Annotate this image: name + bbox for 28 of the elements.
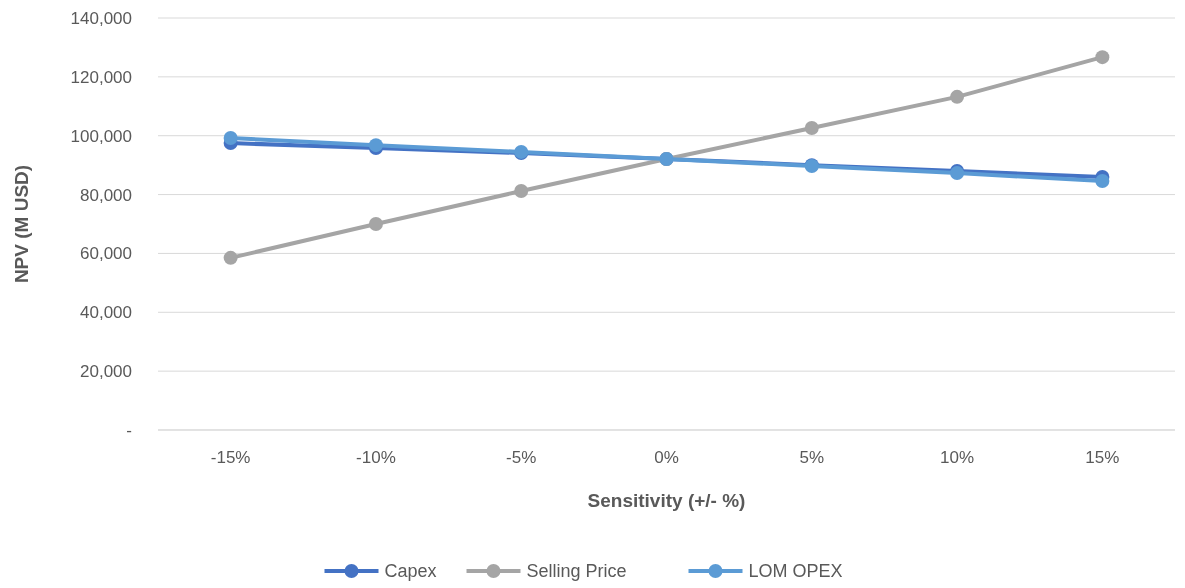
x-tick-label: -5%	[506, 448, 537, 467]
y-tick-label: 40,000	[80, 303, 132, 323]
y-tick-label: 140,000	[70, 8, 132, 28]
x-tick-label: -15%	[210, 448, 251, 467]
y-tick-label: 60,000	[80, 244, 132, 264]
y-tick-label: 20,000	[80, 362, 132, 382]
point	[223, 131, 238, 146]
x-tick-label: 0%	[654, 448, 679, 467]
legend-label: LOM OPEX	[748, 561, 843, 582]
x-tick-label: 10%	[940, 448, 975, 467]
point	[514, 184, 529, 199]
legend-label: Capex	[384, 561, 437, 582]
x-tick-label: -10%	[356, 448, 396, 467]
point	[1095, 174, 1110, 189]
x-tick-label: 15%	[1085, 448, 1120, 467]
y-tick-label: 100,000	[70, 126, 132, 146]
x-tick-label: 5%	[799, 448, 825, 467]
y-tick-label: 80,000	[80, 185, 132, 205]
point	[368, 217, 383, 231]
point	[950, 89, 965, 104]
y-axis-title: NPV (M USD)	[11, 164, 32, 284]
point	[804, 121, 819, 136]
y-tick-label: -	[126, 420, 132, 440]
legend-label: Selling Price	[526, 561, 627, 582]
y-tick-label: 120,000	[70, 67, 132, 87]
point	[1095, 50, 1110, 65]
point	[223, 250, 238, 265]
x-axis-title: Sensitivity (+/- %)	[587, 490, 746, 511]
